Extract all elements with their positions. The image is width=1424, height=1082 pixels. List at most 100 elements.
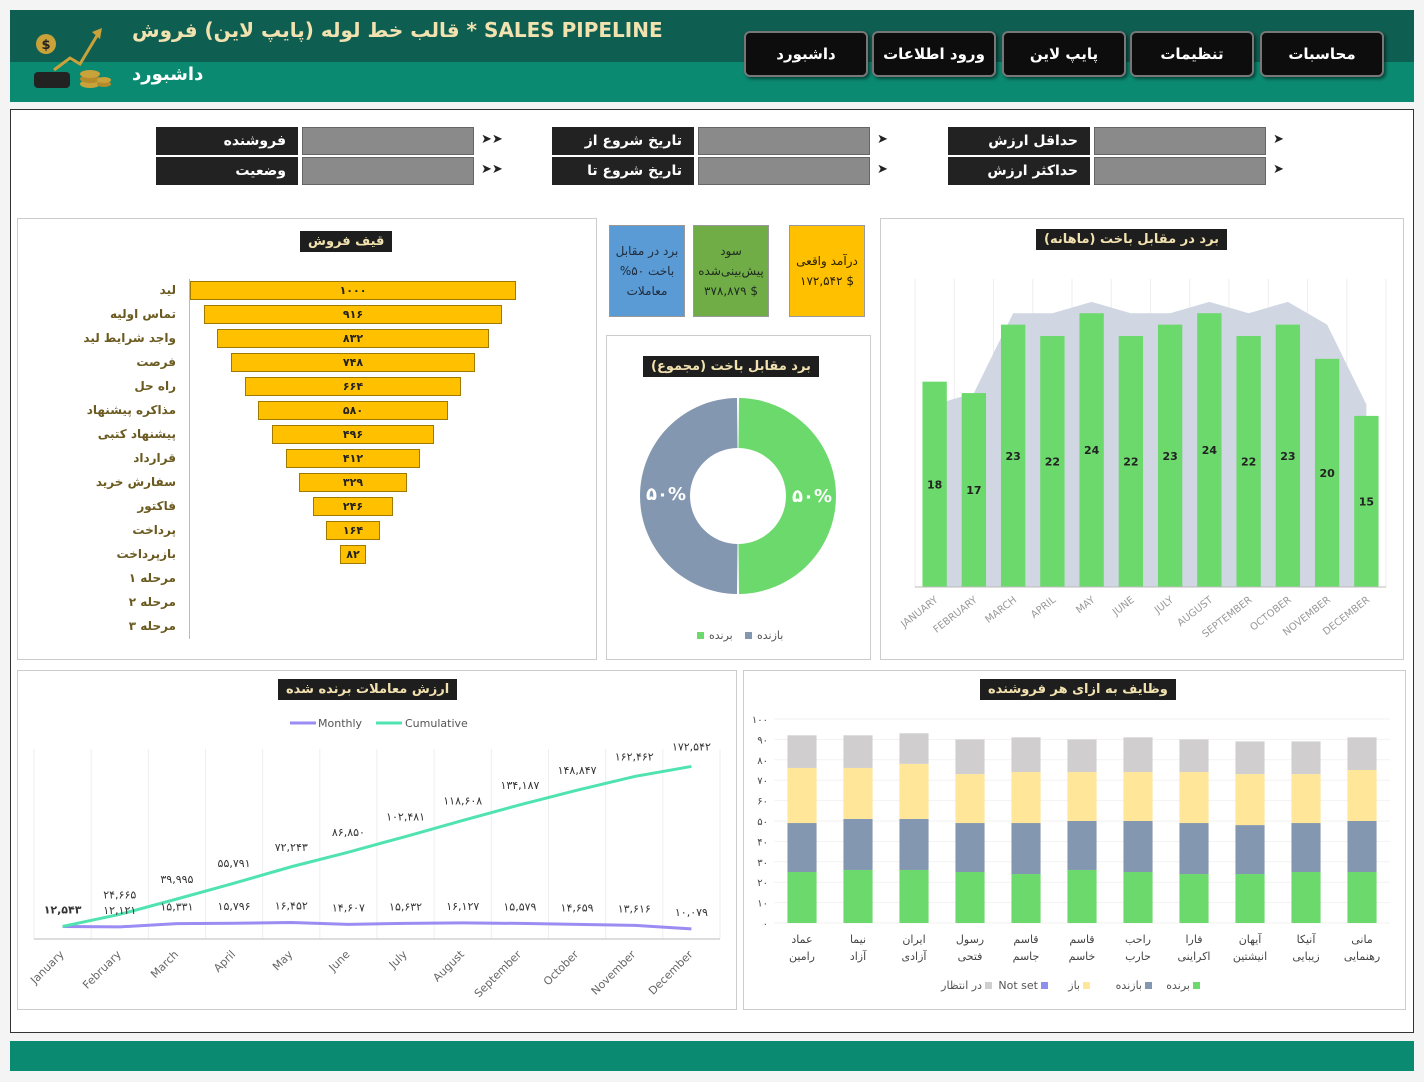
nav-pipeline-button[interactable]: پایپ لاین [1002,31,1126,77]
funnel-stage-bar: ۱۶۴ [326,521,380,540]
tasks-legend-swatch [1083,982,1090,989]
monthly-win-bar [961,393,987,587]
funnel-stage-label: راه حل [134,379,176,393]
seller-tick-label: نیما [850,933,866,946]
funnel-stage-label: پیشنهاد کتبی [97,427,176,441]
donut-loss-slice [640,398,738,594]
start-from-input[interactable] [698,127,870,155]
revenue-kpi-value: ۱۷۲,۵۴۲ $ [800,274,854,288]
monthly-win-bar [1079,313,1104,587]
seller-tick-label: زیبایی [1292,950,1319,963]
cumulative-data-label: ۵۵,۷۹۱ [218,857,251,870]
money-growth-icon: $ [34,28,111,88]
start-to-input[interactable] [698,157,870,185]
monthly-data-label: ۱۵,۳۳۱ [160,901,193,914]
monthly-data-label: ۱۶,۴۵۲ [275,900,308,913]
task-stack-segment [1291,774,1321,824]
month-tick-label: MARCH [983,595,1018,626]
seller-tick-label: قاسم [1013,933,1038,946]
seller-tick-label: آزاد [850,949,867,963]
funnel-stage-label: فرصت [136,355,176,369]
task-stack-segment [899,733,929,764]
profit-kpi-card: سود پیش‌بینی‌شده ۳۷۸,۸۷۹ $ [693,225,769,317]
month-tick-label: December [646,948,696,998]
funnel-stage-bar: ۶۶۴ [244,377,462,396]
funnel-stage-bar: ۲۴۶ [312,497,394,516]
task-stack-segment [843,818,873,870]
seller-tick-label: ایران [902,933,925,946]
tasks-legend-swatch [1145,982,1152,989]
monthly-data-label: ۱۵,۷۹۶ [218,900,251,913]
nav-calculations-button[interactable]: محاسبات [1260,31,1384,77]
task-stack-segment [1235,874,1265,923]
task-stack-segment [1123,821,1153,872]
seller-tick-label: راحب [1125,933,1151,946]
nav-data-entry-button[interactable]: ورود اطلاعات [872,31,996,77]
cumulative-data-label: ۱۳۴,۱۸۷ [500,779,539,792]
y-tick-label: ۱۰ [757,899,768,910]
seller-filter-input[interactable] [302,127,474,155]
task-stack-segment [1123,737,1153,773]
max-value-label: حداکثر ارزش [948,157,1090,185]
status-filter-input[interactable] [302,157,474,185]
nav-dashboard-button[interactable]: داشبورد [744,31,868,77]
y-tick-label: ۸۰ [757,756,768,767]
seller-tick-label: رهنمایی [1344,950,1380,963]
min-value-input[interactable] [1094,127,1266,155]
revenue-kpi-label: درآمد واقعی [796,254,858,268]
legend-win-text: برنده [709,629,733,642]
task-stack-segment [1011,823,1041,875]
y-tick-label: ۶۰ [757,797,768,808]
task-stack-segment [843,735,873,768]
y-tick-label: ۲۰ [757,878,768,889]
task-stack-segment [787,872,817,923]
y-tick-label: ۰ [763,919,768,930]
monthly-data-label: ۱۲,۱۲۱ [103,904,136,917]
month-tick-label: August [430,947,467,984]
monthly-win-bar [1314,358,1340,587]
min-value-pointer-icon: ➤ [1273,132,1284,147]
task-stack-segment [1067,869,1097,923]
monthly-bar-label: 22 [1123,456,1138,469]
y-tick-label: ۷۰ [757,776,768,787]
cumulative-data-label: ۲۴,۶۶۵ [103,888,136,901]
month-tick-label: July [386,948,410,972]
monthly-bar-label: 18 [927,478,942,491]
monthly-data-label: ۱۴,۶۰۷ [332,901,365,914]
monthly-bar-label: 23 [1162,450,1177,463]
task-stack-segment [843,869,873,923]
funnel-stage-bar: ۹۱۶ [203,305,503,324]
monthly-bar-label: 24 [1202,444,1218,457]
seller-tick-label: آزادی [902,949,928,963]
seller-tick-label: رسول [956,933,984,946]
task-stack-segment [1235,774,1265,826]
status-filter-label: وضعیت [156,157,298,185]
start-from-pointer-icon: ➤ [877,132,888,147]
month-tick-label: February [80,948,124,992]
status-pointer-icon: ➤➤ [481,162,503,177]
tasks-legend-swatch [985,982,992,989]
seller-tick-label: خاسم [1069,950,1096,963]
monthly-bar-label: 23 [1005,450,1020,463]
month-tick-label: January [27,948,67,988]
month-tick-label: March [148,948,181,981]
seller-tick-label: آنیکا [1297,932,1317,946]
task-stack-segment [1179,772,1209,824]
max-value-input[interactable] [1094,157,1266,185]
donut-chart: ۵۰% ۵۰% برنده بازنده [640,398,836,642]
task-stack-segment [1291,823,1321,872]
task-stack-segment [955,739,985,775]
funnel-stage-label: مرحله ۳ [128,619,176,633]
nav-settings-button[interactable]: تنظیمات [1130,31,1254,77]
tasks-legend-text: در انتظار [940,979,982,992]
monthly-data-label: ۱۲,۵۴۳ [44,903,82,916]
donut-win-slice [738,398,836,594]
month-tick-label: April [211,948,238,975]
monthly-bar-label: 22 [1241,456,1256,469]
monthly-win-bar [1000,324,1026,587]
funnel-stage-label: مرحله ۱ [128,571,176,585]
task-stack-segment [1011,737,1041,773]
tasks-title: وظایف به ازای هر فروشنده [980,679,1176,700]
start-to-label: تاریخ شروع تا [552,157,694,185]
task-stack-segment [1291,872,1321,923]
